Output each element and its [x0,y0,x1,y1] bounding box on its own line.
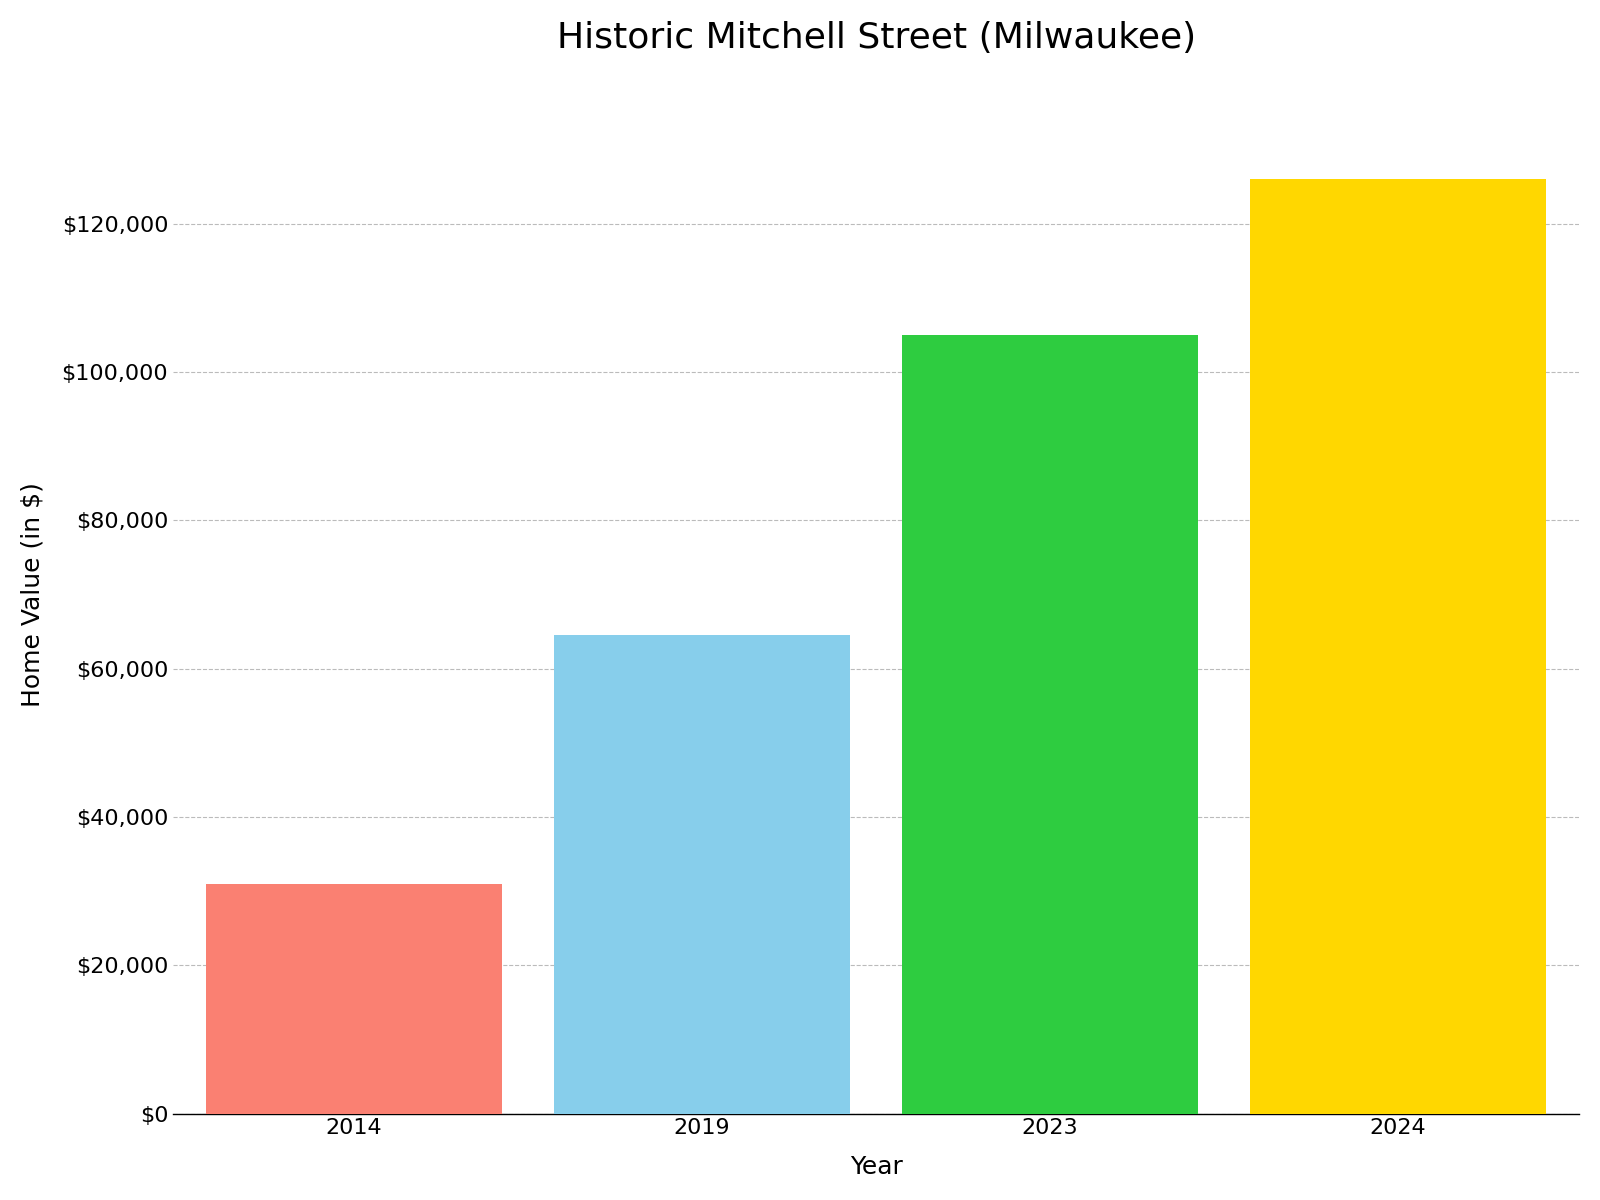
Bar [554,636,850,1114]
Title: Historic Mitchell Street (Milwaukee): Historic Mitchell Street (Milwaukee) [557,20,1195,55]
Bar [902,335,1198,1114]
Bar [206,883,502,1114]
Y-axis label: Home Value (in $): Home Value (in $) [21,482,45,707]
Bar [1250,180,1546,1114]
X-axis label: Year: Year [850,1156,902,1180]
